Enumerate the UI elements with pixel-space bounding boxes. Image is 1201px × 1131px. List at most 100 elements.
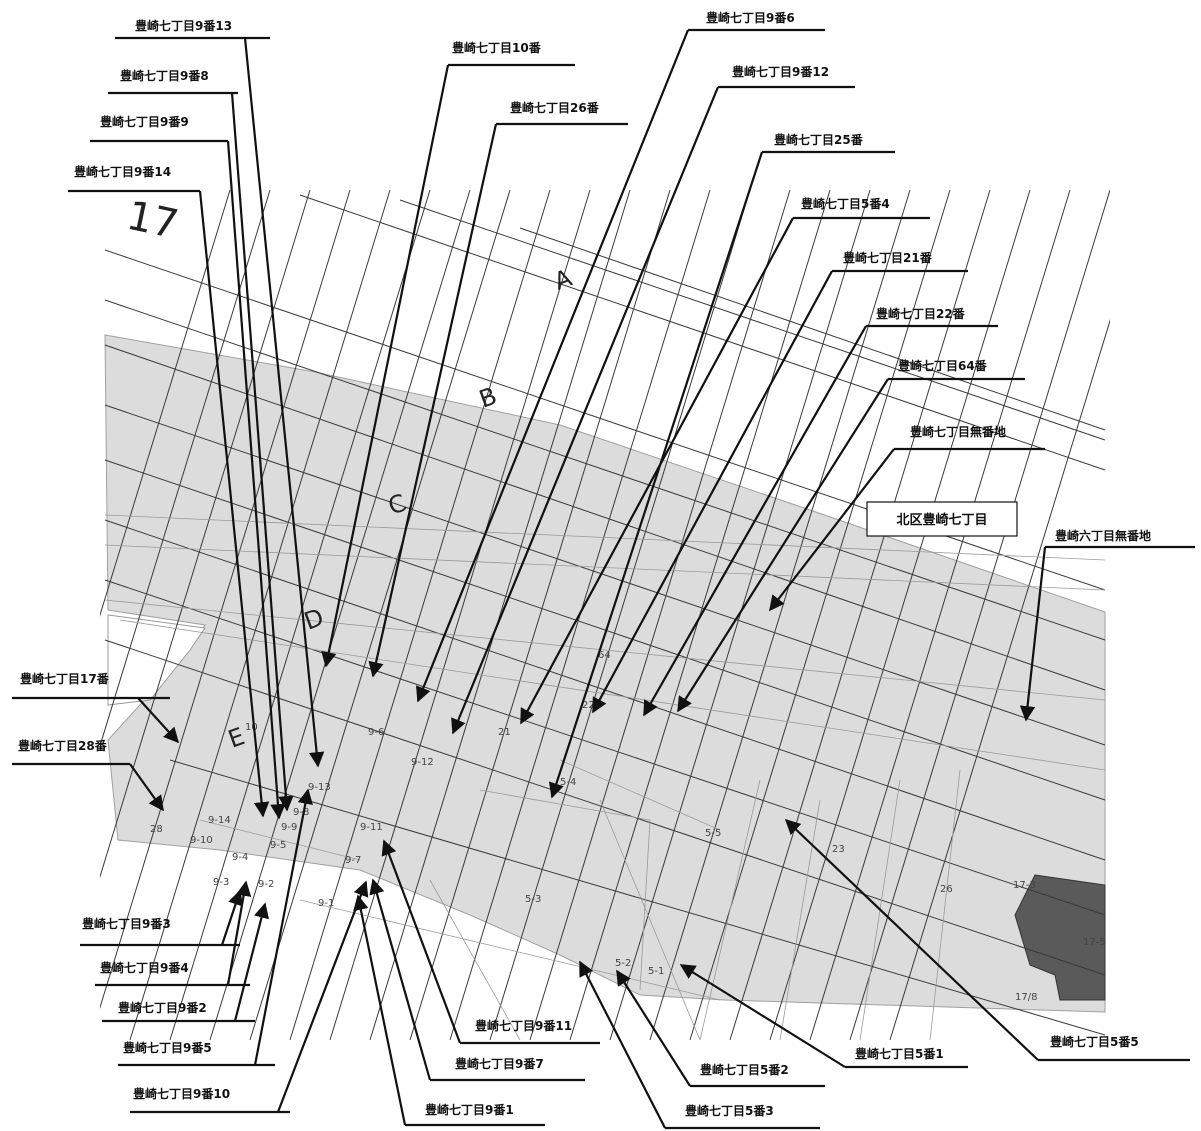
plot-label: 23 xyxy=(832,844,845,855)
callout-label: 豊崎七丁目5番1 xyxy=(855,1046,944,1061)
plot-label: 5-1 xyxy=(648,966,664,977)
callout-label: 豊崎七丁目9番1 xyxy=(425,1102,514,1117)
base-map-line xyxy=(929,769,961,1040)
grid-line xyxy=(104,579,1106,916)
plot-label: 21 xyxy=(498,727,511,738)
callout-arrow xyxy=(520,217,794,725)
grid-line xyxy=(849,190,1110,1040)
plot-label: 17-5 xyxy=(1083,937,1106,948)
callout-arrow xyxy=(592,270,833,714)
callout-arrow xyxy=(381,839,462,1044)
callout: 豊崎七丁目9番9 xyxy=(90,114,286,820)
grid-line xyxy=(100,190,311,879)
callout: 豊崎七丁目9番12 xyxy=(451,64,855,735)
callout-label: 豊崎七丁目9番12 xyxy=(732,64,829,79)
callout: 豊崎七丁目5番3 xyxy=(579,960,820,1130)
plot-label: 9-7 xyxy=(345,855,361,866)
callout: 豊崎七丁目無番地 xyxy=(769,424,1045,612)
callout-label: 豊崎七丁目9番10 xyxy=(133,1086,230,1101)
grid-line xyxy=(329,190,591,1040)
callout-arrow xyxy=(579,960,666,1129)
grid-line xyxy=(104,459,1106,801)
callout-arrow xyxy=(368,123,498,678)
callout-label: 豊崎七丁目5番5 xyxy=(1050,1034,1139,1049)
grid-line xyxy=(409,190,671,1040)
callout-label: 豊崎七丁目9番11 xyxy=(475,1018,572,1033)
grid-line xyxy=(529,190,791,1040)
plot-label: 22 xyxy=(582,700,595,711)
callout-arrow xyxy=(677,378,889,713)
plot-label: 9-9 xyxy=(281,822,297,833)
callout-label: 豊崎七丁目26番 xyxy=(510,100,600,115)
district-box xyxy=(866,501,1018,537)
grid-line xyxy=(104,299,1106,641)
grid-line xyxy=(100,190,231,617)
base-map-line xyxy=(639,819,651,991)
callout-arrow xyxy=(253,788,313,1066)
callout-label: 豊崎七丁目22番 xyxy=(876,306,966,321)
base-map-line xyxy=(699,779,761,1040)
callout: 豊崎七丁目9番6 xyxy=(416,10,825,703)
callout-label: 豊崎七丁目9番14 xyxy=(74,164,171,179)
grid-line xyxy=(689,190,951,1040)
plot-label: 9-4 xyxy=(232,852,248,863)
grid-line xyxy=(399,199,1106,441)
callout-arrow xyxy=(226,880,252,986)
plot-label: 9-3 xyxy=(213,877,229,888)
callout: 豊崎七丁目64番 xyxy=(677,358,1025,713)
grid-line xyxy=(649,190,911,1040)
callout: 豊崎七丁目9番3 xyxy=(80,889,243,947)
callout: 豊崎七丁目5番5 xyxy=(784,818,1190,1062)
plot-label: 9-5 xyxy=(270,840,286,851)
callout-arrow xyxy=(230,92,294,812)
base-map-line xyxy=(429,879,521,1040)
grid-line xyxy=(249,190,511,1040)
callout-arrow xyxy=(321,64,450,668)
callout: 豊崎七丁目17番 xyxy=(12,671,180,744)
callout-arrow xyxy=(369,878,432,1081)
grid-line xyxy=(169,190,431,1040)
callout-label: 豊崎七丁目28番 xyxy=(18,738,108,753)
zone-letter-a: A xyxy=(550,264,576,296)
grid-line xyxy=(100,190,351,1010)
callout-arrow xyxy=(616,969,691,1087)
white-notch xyxy=(107,614,206,706)
callout: 豊崎七丁目9番2 xyxy=(102,902,270,1023)
callout-arrow xyxy=(1019,546,1047,722)
callout-label: 豊崎七丁目64番 xyxy=(898,358,988,373)
callout-label: 豊崎七丁目21番 xyxy=(843,250,933,265)
base-map-line xyxy=(119,619,1106,771)
callout: 豊崎七丁目9番14 xyxy=(68,164,270,818)
callout-arrow xyxy=(451,86,720,735)
base-map-line xyxy=(479,789,651,821)
district-label: 北区豊崎七丁目 xyxy=(896,512,987,528)
callout: 豊崎七丁目9番7 xyxy=(369,878,585,1082)
base-map-line xyxy=(199,819,361,861)
plot-label: 9-6 xyxy=(368,727,384,738)
callout: 豊崎七丁目26番 xyxy=(368,100,628,678)
callout-arrow xyxy=(276,880,369,1113)
plot-label: 5-3 xyxy=(525,894,541,905)
dark-parcel xyxy=(1014,874,1106,1001)
callout: 豊崎七丁目28番 xyxy=(12,738,164,812)
base-map-line xyxy=(779,799,821,1040)
grid-line xyxy=(889,319,1110,1040)
grid-line xyxy=(729,190,991,1040)
callout-arrow xyxy=(220,889,243,946)
callout: 豊崎七丁目21番 xyxy=(592,250,968,714)
base-map-line xyxy=(104,514,1106,561)
callout: 豊崎七丁目10番 xyxy=(321,40,575,668)
callout-arrow xyxy=(784,818,1039,1061)
plot-label: 9-1 xyxy=(318,898,334,909)
plot-label: 9-10 xyxy=(190,835,213,846)
plot-label: 9-13 xyxy=(308,782,331,793)
base-map-line xyxy=(599,799,701,1040)
grid-line xyxy=(104,404,1106,746)
grid-line xyxy=(209,190,471,1040)
plot-label: 10 xyxy=(245,722,258,733)
callout-arrow xyxy=(233,902,270,1022)
callouts: 豊崎七丁目9番13 豊崎七丁目10番 豊崎七丁目9番6 豊崎七丁目9番8 豊崎七丁目26… xyxy=(12,10,1195,1130)
callout-arrow xyxy=(353,894,407,1126)
